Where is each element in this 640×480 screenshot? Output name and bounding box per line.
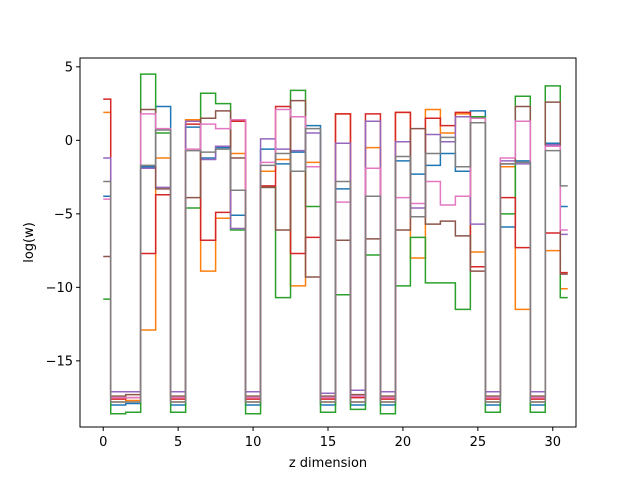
y-tick-label: −15	[46, 354, 73, 369]
x-tick-label: 30	[545, 435, 562, 450]
y-tick-label: 0	[65, 134, 73, 149]
y-axis-ticks: 5 0 −5 −10 −15	[46, 60, 80, 369]
x-tick-label: 15	[320, 435, 337, 450]
y-tick-label: −10	[46, 281, 73, 296]
x-axis-ticks: 0 5 10 15 20 25 30	[99, 427, 561, 450]
x-tick-label: 0	[99, 435, 107, 450]
x-tick-label: 5	[174, 435, 182, 450]
y-tick-label: 5	[65, 60, 73, 75]
x-tick-label: 20	[395, 435, 412, 450]
x-tick-label: 10	[245, 435, 262, 450]
x-axis-label: z dimension	[289, 456, 367, 471]
y-axis-label: log(w)	[22, 222, 37, 263]
x-tick-label: 25	[470, 435, 487, 450]
series-line-3	[103, 73, 568, 415]
y-tick-label: −5	[54, 207, 73, 222]
series-lines	[103, 73, 568, 415]
series-line-8	[103, 121, 568, 403]
